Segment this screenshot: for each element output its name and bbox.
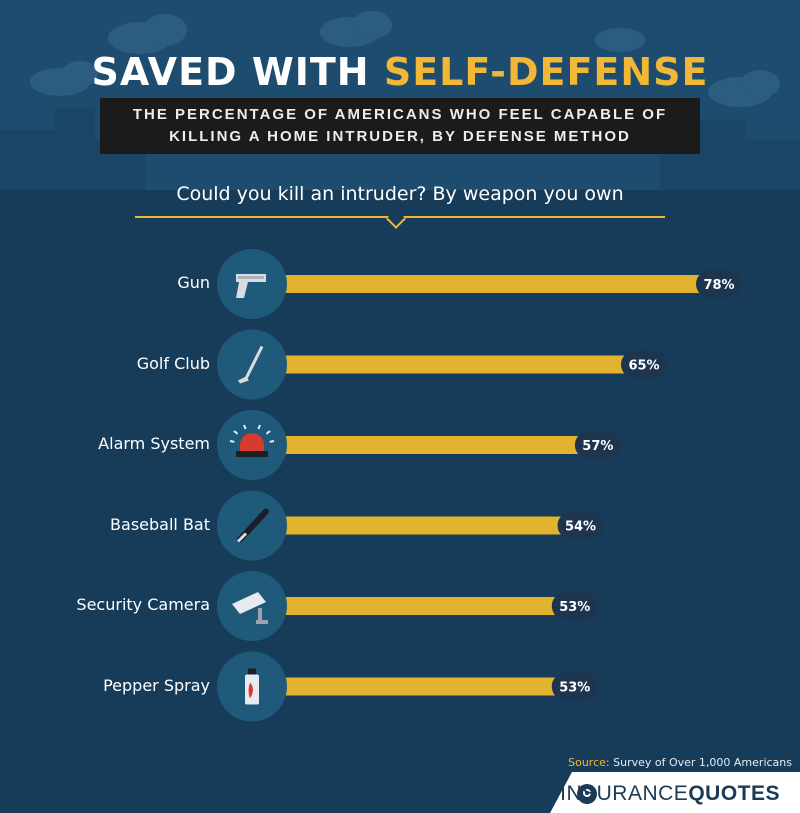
pepper-spray-icon bbox=[245, 668, 259, 705]
bar-security-camera bbox=[250, 597, 556, 615]
category-label: Alarm System bbox=[98, 434, 210, 453]
brand-name[interactable]: INSURANCEQUOTES bbox=[560, 782, 780, 806]
page-title: SAVED WITH SELF-DEFENSE bbox=[0, 50, 800, 94]
value-pill bbox=[551, 592, 598, 620]
category-label: Baseball Bat bbox=[110, 514, 210, 534]
value-pill bbox=[557, 511, 604, 540]
subtitle-box: THE PERCENTAGE OF AMERICANS WHO FEEL CAP… bbox=[100, 98, 700, 154]
bar-alarm-system bbox=[250, 436, 579, 454]
category-label: Gun bbox=[177, 273, 210, 292]
subtitle-line-1: THE PERCENTAGE OF AMERICANS WHO FEEL CAP… bbox=[132, 106, 668, 123]
value-pill bbox=[551, 672, 598, 701]
alarm-siren-icon bbox=[229, 424, 275, 457]
brand-name-second: QUOTES bbox=[688, 782, 780, 805]
bar-gun bbox=[250, 275, 700, 293]
baseball-bat-icon bbox=[236, 508, 269, 543]
icon-circle bbox=[217, 249, 287, 319]
value-label: 54% bbox=[565, 520, 596, 535]
brand-logo-icon bbox=[577, 784, 597, 804]
bar-golf-club bbox=[250, 355, 625, 374]
title-accent: SELF-DEFENSE bbox=[383, 50, 709, 94]
value-label: 78% bbox=[703, 278, 734, 293]
value-label: 53% bbox=[559, 681, 590, 696]
security-camera-icon bbox=[232, 592, 268, 624]
source-label: Source: bbox=[568, 756, 610, 769]
brand-name-first: INSURANCE bbox=[560, 782, 689, 805]
value-label: 53% bbox=[559, 600, 590, 615]
value-label: 57% bbox=[582, 439, 613, 454]
bar-baseball-bat bbox=[250, 516, 562, 535]
category-label: Golf Club bbox=[136, 353, 210, 373]
value-pill bbox=[621, 350, 667, 379]
golf-club-icon bbox=[238, 345, 264, 384]
value-label: 65% bbox=[628, 359, 659, 374]
value-pill bbox=[574, 431, 621, 459]
source-note: Source: Survey of Over 1,000 Americans bbox=[568, 756, 792, 769]
title-main: SAVED WITH bbox=[91, 50, 370, 94]
category-label: Pepper Spray bbox=[103, 675, 210, 695]
subtitle-line-2: KILLING A HOME INTRUDER, BY DEFENSE METH… bbox=[169, 128, 631, 145]
category-label: Security Camera bbox=[76, 595, 210, 614]
bar-pepper-spray bbox=[250, 677, 556, 696]
chart-question: Could you kill an intruder? By weapon yo… bbox=[176, 183, 624, 205]
gun-icon bbox=[236, 274, 266, 298]
value-pill bbox=[696, 270, 742, 298]
source-text: Survey of Over 1,000 Americans bbox=[613, 756, 792, 769]
